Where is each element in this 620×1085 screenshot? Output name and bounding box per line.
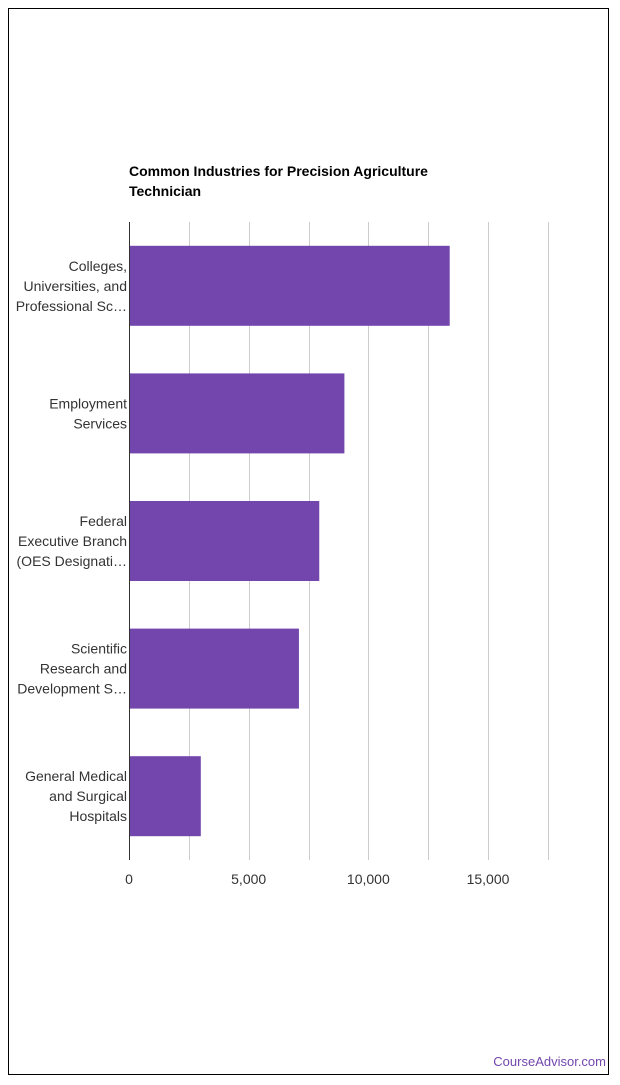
category-label: (OES Designati… <box>17 553 127 569</box>
x-tick-label: 10,000 <box>347 871 390 887</box>
category-label: General Medical <box>25 768 127 784</box>
category-label: Employment <box>49 395 127 411</box>
category-label: Development S… <box>17 681 127 697</box>
bar[interactable] <box>129 756 201 837</box>
chart-title: Common Industries for Precision Agricult… <box>129 163 428 199</box>
x-tick-label: 5,000 <box>231 871 266 887</box>
category-label: Professional Sc… <box>16 298 127 314</box>
category-label: Scientific <box>71 641 127 657</box>
bar[interactable] <box>129 245 450 326</box>
bar[interactable] <box>129 501 320 581</box>
category-labels: Colleges, Universities, and Professional S… <box>16 258 127 824</box>
category-label: Universities, and <box>24 278 128 294</box>
category-label: Services <box>73 415 127 431</box>
category-label: Colleges, <box>69 258 127 274</box>
category-label: Federal <box>80 513 127 529</box>
bar[interactable] <box>129 628 299 709</box>
x-tick-label: 15,000 <box>467 871 510 887</box>
x-axis-ticks: 0 5,000 10,000 15,000 <box>125 871 510 887</box>
category-label: and Surgical <box>49 788 127 804</box>
category-label: Research and <box>40 661 127 677</box>
course-advisor-credit[interactable]: CourseAdvisor.com <box>493 1054 606 1069</box>
category-label: Hospitals <box>69 808 127 824</box>
bars <box>129 245 450 837</box>
x-tick-label: 0 <box>125 871 133 887</box>
bar[interactable] <box>129 373 345 454</box>
category-label: Executive Branch <box>18 533 127 549</box>
